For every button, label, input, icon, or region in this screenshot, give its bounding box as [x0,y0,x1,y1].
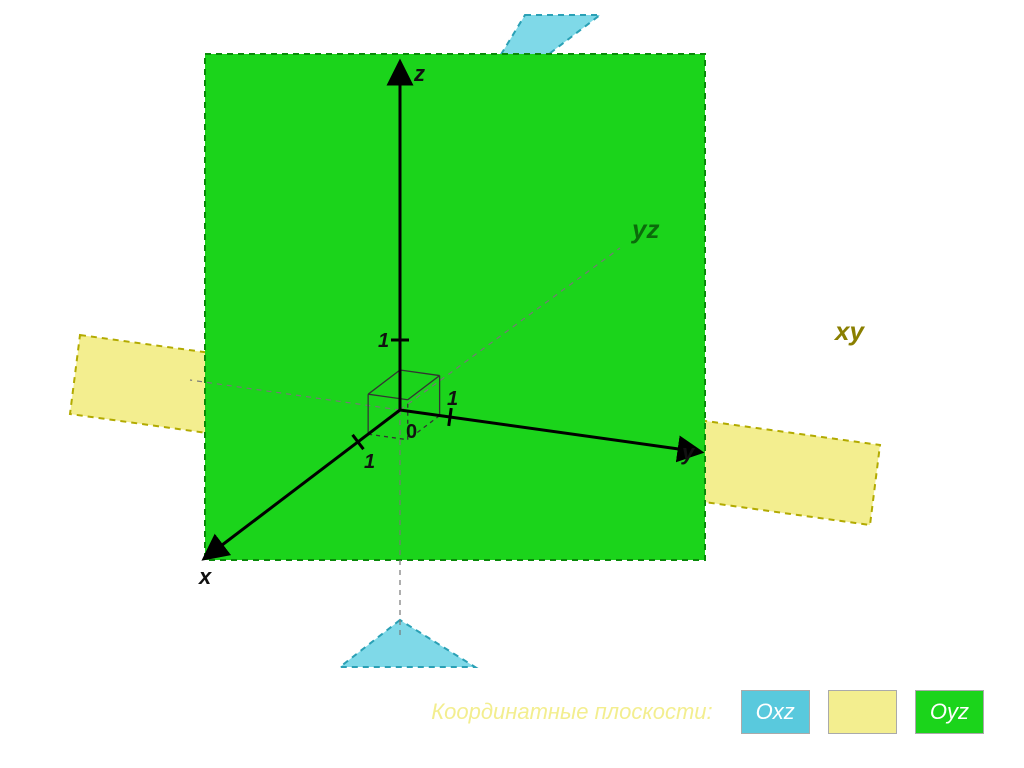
legend-oxy: Oxy [828,690,897,734]
legend-title: Координатные плоскости: [431,699,712,725]
tick-x-label: 1 [364,451,375,473]
y-axis-label: y [681,440,696,465]
x-axis-label: x [198,564,212,589]
tick-y-label: 1 [447,388,458,410]
plane-xy-label: xy [833,316,865,346]
legend-oyz: Oyz [915,690,984,734]
z-axis-label: z [413,61,425,86]
tick-z-label: 1 [378,330,389,352]
origin-label: 0 [406,421,417,443]
plane-xz-bottom [340,620,475,667]
legend-oxz: Oxz [741,690,810,734]
plane-yz [205,54,705,560]
plane-yz-label: yz [630,214,659,244]
legend-row: Координатные плоскости: Oxz Oxy Oyz [0,690,1024,734]
